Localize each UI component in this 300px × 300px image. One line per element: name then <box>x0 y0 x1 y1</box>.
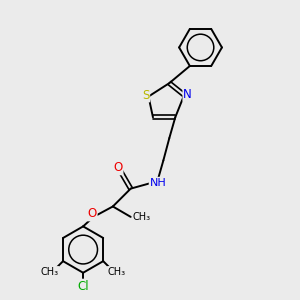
Text: N: N <box>183 88 192 101</box>
Text: O: O <box>113 161 122 174</box>
Text: CH₃: CH₃ <box>107 267 126 277</box>
Text: CH₃: CH₃ <box>40 267 59 277</box>
Text: NH: NH <box>150 178 166 188</box>
Text: Cl: Cl <box>77 280 89 292</box>
Text: O: O <box>87 207 97 220</box>
Text: S: S <box>142 88 149 101</box>
Text: CH₃: CH₃ <box>133 212 151 222</box>
